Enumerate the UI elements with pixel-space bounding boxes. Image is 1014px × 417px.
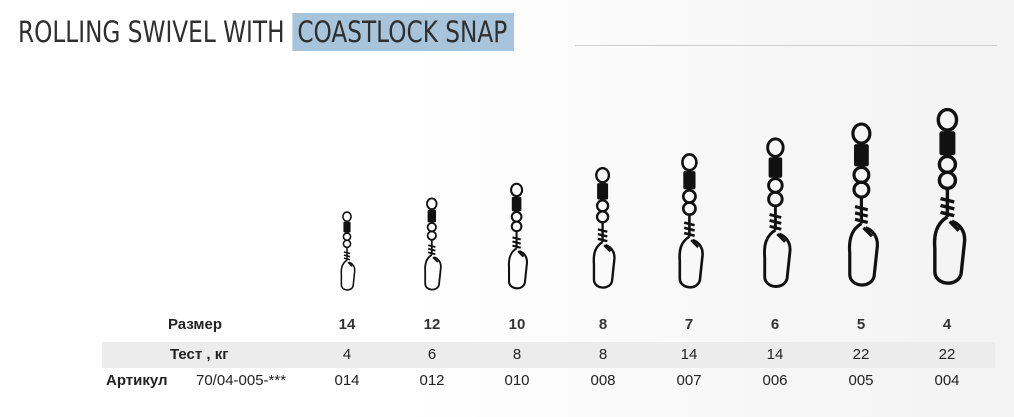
test-cell: 8 — [512, 346, 522, 363]
swivel-size-4-icon — [932, 107, 966, 285]
size-cell: 12 — [423, 316, 441, 333]
article-cell: 012 — [419, 372, 445, 389]
article-label: Артикул — [106, 372, 168, 389]
test-cell: 14 — [680, 346, 698, 363]
swivel-illustrations — [340, 107, 966, 291]
title-divider — [575, 45, 997, 46]
article-cell: 014 — [334, 372, 360, 389]
size-cell: 10 — [508, 316, 526, 333]
article-prefix: 70/04-005-*** — [196, 372, 287, 389]
test-cell: 22 — [938, 346, 956, 363]
swivel-size-6-icon — [762, 137, 792, 288]
article-cell: 007 — [676, 372, 702, 389]
test-cell: 14 — [766, 346, 784, 363]
test-cell: 6 — [427, 346, 437, 363]
size-cell: 14 — [338, 316, 356, 333]
size-cell: 6 — [770, 316, 780, 333]
size-label: Размер — [168, 316, 223, 333]
size-row: Размер 14 12 10 8 7 6 5 4 — [0, 312, 1014, 338]
article-row: Артикул 70/04-005-*** 014 012 010 008 007 006… — [0, 368, 1014, 394]
swivel-size-7-icon — [677, 152, 704, 289]
swivel-size-14-icon — [340, 211, 356, 291]
size-cell: 8 — [598, 316, 608, 333]
test-row-bg — [102, 342, 995, 368]
article-cell: 004 — [934, 372, 960, 389]
product-title: ROLLING SWIVEL WITH COASTLOCK SNAP — [18, 10, 514, 54]
article-cell: 006 — [762, 372, 788, 389]
swivel-size-12-icon — [424, 197, 442, 291]
test-label: Тест , кг — [170, 346, 229, 363]
test-cell: 4 — [342, 346, 352, 363]
article-cell: 008 — [590, 372, 616, 389]
article-cell: 005 — [848, 372, 874, 389]
test-cell: 22 — [852, 346, 870, 363]
title-highlight: COASTLOCK SNAP — [292, 13, 514, 51]
test-row: Тест , кг 4 6 8 8 14 14 22 22 — [0, 342, 1014, 368]
swivel-size-10-icon — [508, 182, 529, 290]
size-cell: 5 — [856, 316, 866, 333]
swivel-size-8-icon — [592, 167, 616, 289]
swivel-size-5-icon — [847, 122, 879, 287]
test-cell: 8 — [598, 346, 608, 363]
size-cell: 4 — [942, 316, 952, 333]
size-cell: 7 — [684, 316, 694, 333]
title-main: ROLLING SWIVEL WITH — [18, 15, 285, 49]
article-cell: 010 — [504, 372, 530, 389]
